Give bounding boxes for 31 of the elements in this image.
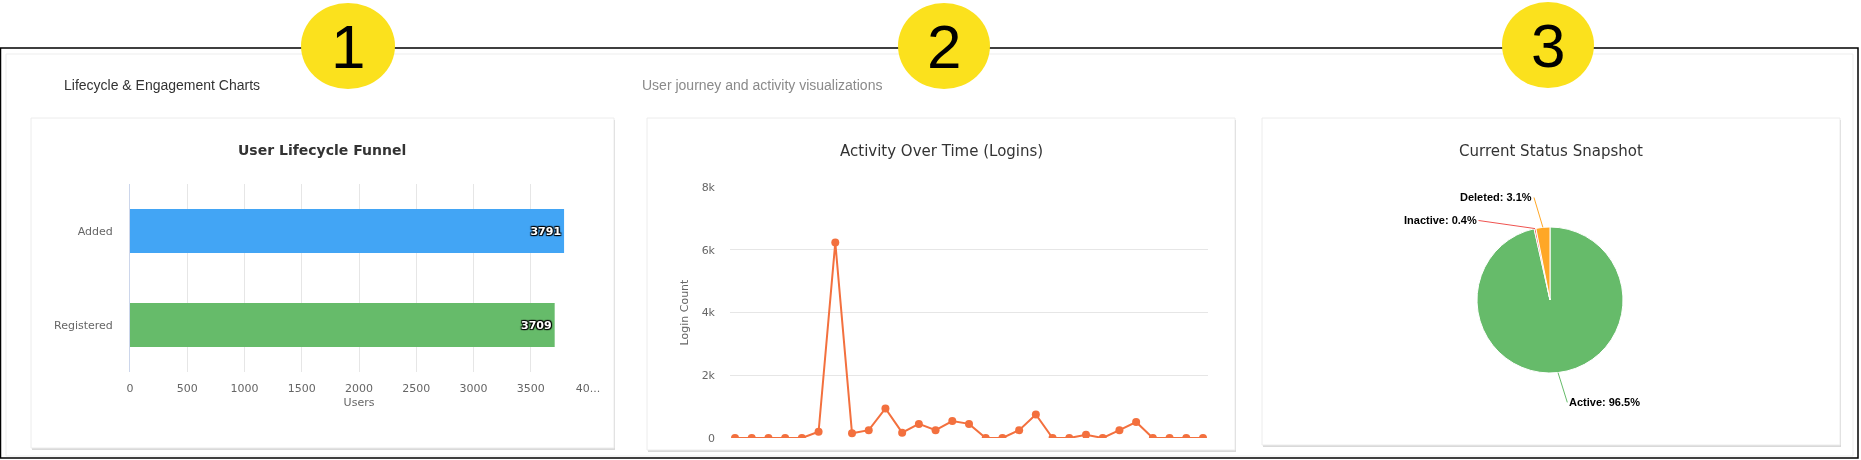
y-tick-label: 0 [708,431,715,445]
y-tick-label: Registered [53,318,113,332]
x-tick-label: 2500 [402,382,431,395]
y-tick-label: Added [77,224,113,238]
data-label: 3709 [521,318,552,332]
y-axis-title: Login Count [678,278,692,346]
text: 2 [927,12,962,81]
x-tick-label: 3000 [459,382,488,395]
data-label: 3791 [530,224,562,238]
chart-title: User Lifecycle Funnel [238,142,407,158]
x-tick-label: 1500 [287,382,316,395]
x-tick-label: 0 [126,382,134,395]
text: 3 [1531,11,1566,80]
x-tick-label: 2000 [345,382,373,395]
x-tick-label: 1000 [230,382,259,395]
y-tick-label: 8k [701,180,716,194]
slice-label: Deleted: 3.1% [1460,191,1532,203]
text: User journey and activity visualizations [642,77,883,93]
y-tick-label: 6k [701,243,716,257]
x-tick-label: 500 [176,382,198,395]
x-tick-label: 3500 [516,382,545,395]
chart-title: Current Status Snapshot [1459,142,1643,160]
slice-label: Inactive: 0.4% [1404,214,1477,226]
x-tick-label: 40... [575,382,601,395]
text: Lifecycle & Engagement Charts [64,77,261,93]
text: 1 [331,12,366,81]
x-axis-title: Users [343,396,375,410]
y-tick-label: 2k [701,369,716,383]
chart-title: Activity Over Time (Logins) [840,142,1044,160]
slice-label: Active: 96.5% [1569,396,1641,408]
y-tick-label: 4k [701,306,716,320]
